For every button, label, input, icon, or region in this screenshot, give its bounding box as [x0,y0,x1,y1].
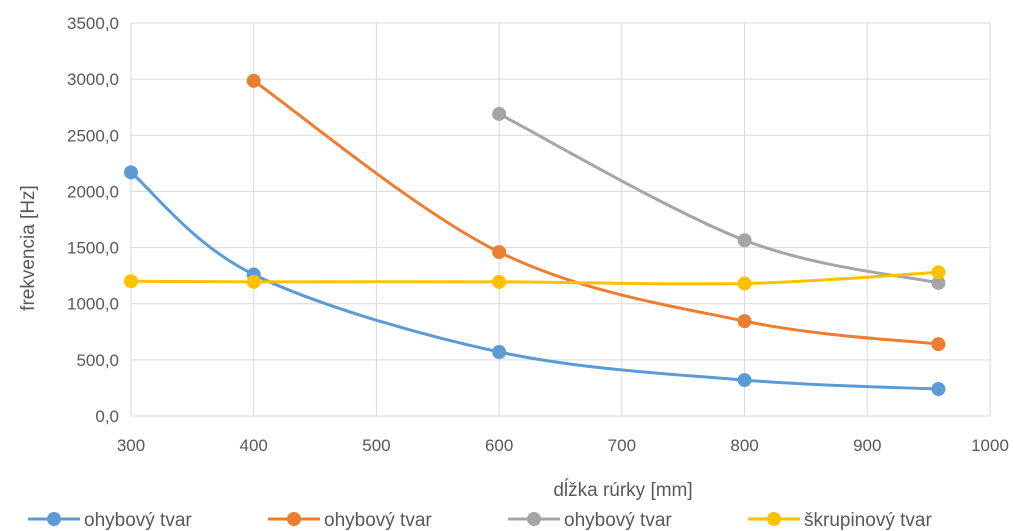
data-point [931,275,946,290]
data-point [492,344,507,359]
x-tick-label: 700 [608,436,636,455]
grid [130,22,991,417]
legend-label: škrupinový tvar [804,510,932,531]
legend-entry: škrupinový tvar [748,510,932,531]
legend-swatch-marker [527,512,541,526]
legend-label: ohybový tvar [324,510,432,531]
x-tick-label: 300 [117,436,145,455]
legend-swatch-marker [47,512,61,526]
data-point [492,245,507,260]
y-tick-label: 3000,0 [67,70,119,89]
x-tick-label: 900 [853,436,881,455]
x-tick-label: 1000 [971,436,1009,455]
data-point [931,382,946,397]
x-tick-label: 800 [730,436,758,455]
legend: ohybový tvar ohybový tvar ohybový tvar škru… [28,510,932,531]
series-line [252,79,940,346]
data-point [492,274,507,289]
series-4 [124,265,946,291]
data-point [737,233,752,248]
data-point [124,165,138,180]
data-point [246,274,261,289]
y-axis-title: frekvencia [Hz] [18,185,39,311]
y-tick-label: 2500,0 [67,126,119,145]
x-tick-label: 400 [240,436,268,455]
series-2 [246,73,946,352]
y-tick-label: 0,0 [95,407,119,426]
legend-entry: ohybový tvar [508,510,672,531]
y-tick-label: 1000,0 [67,295,119,314]
legend-swatch-marker [767,512,781,526]
x-tick-label: 500 [362,436,390,455]
tick-labels: 0,0 500,0 1000,0 1500,0 2000,0 2500,0 3000,0 35… [67,14,1009,455]
legend-label: ohybový tvar [564,510,672,531]
legend-label: ohybový tvar [84,510,192,531]
data-point [246,73,261,88]
data-point [931,337,946,352]
data-point [737,314,752,329]
data-point [737,373,752,388]
y-tick-label: 2000,0 [67,182,119,201]
data-point [931,265,946,280]
data-point [124,274,138,289]
data-point [737,276,752,291]
data-point [492,106,507,121]
y-tick-label: 500,0 [76,351,119,370]
series-layer [124,73,946,397]
legend-entry: ohybový tvar [268,510,432,531]
y-tick-label: 1500,0 [67,239,119,258]
legend-swatch-marker [287,512,301,526]
legend-entry: ohybový tvar [28,510,192,531]
x-tick-label: 600 [485,436,513,455]
y-tick-label: 3500,0 [67,14,119,33]
x-axis-title: dĺžka rúrky [mm] [553,479,692,501]
